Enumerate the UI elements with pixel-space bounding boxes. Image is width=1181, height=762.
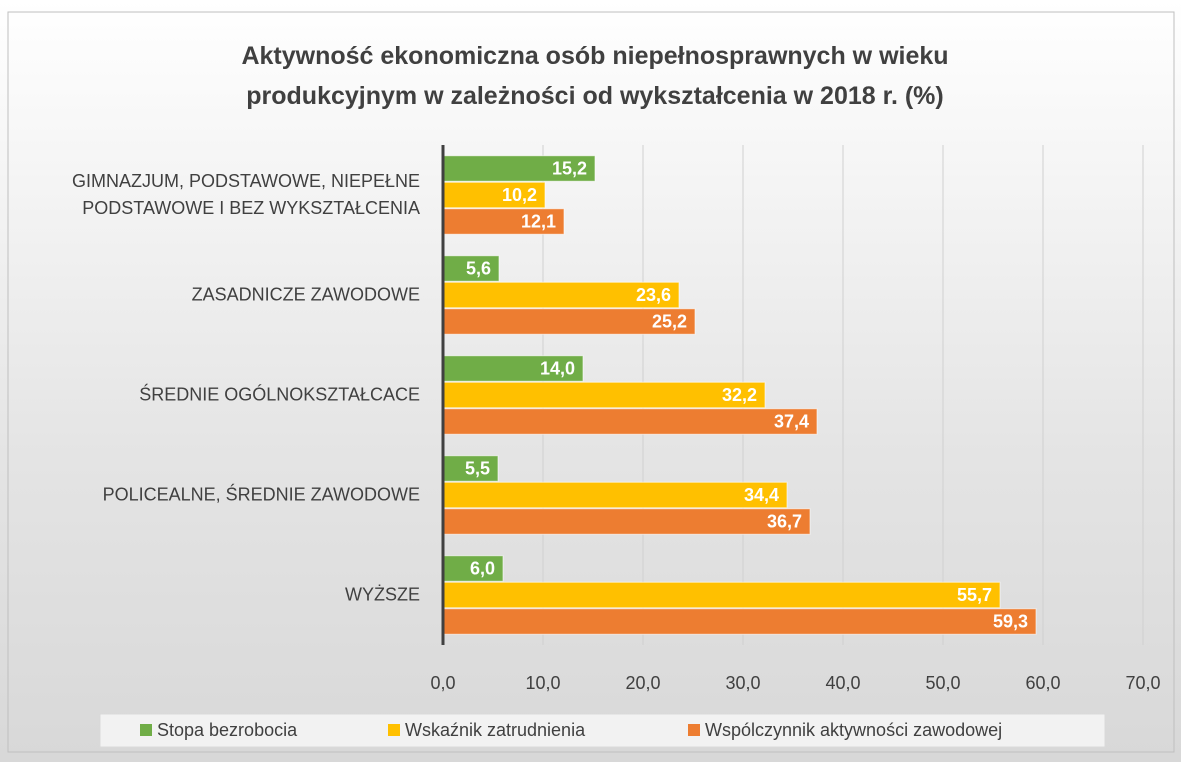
category-label: GIMNAZJUM, PODSTAWOWE, NIEPEŁNE PODSTAWO… xyxy=(71,171,420,218)
x-tick-label: 10,0 xyxy=(525,673,560,693)
bar xyxy=(442,608,1037,635)
data-label: 37,4 xyxy=(774,411,809,431)
x-tick-label: 50,0 xyxy=(925,673,960,693)
data-label: 14,0 xyxy=(540,358,575,378)
data-label: 34,4 xyxy=(744,485,779,505)
chart-frame xyxy=(7,11,1175,753)
data-label: 15,2 xyxy=(552,158,587,178)
data-label: 59,3 xyxy=(993,611,1028,631)
data-label: 12,1 xyxy=(521,211,556,231)
data-label: 6,0 xyxy=(470,558,495,578)
bar xyxy=(442,581,1001,609)
data-label: 55,7 xyxy=(957,585,992,605)
category-label: ZASADNICZE ZAWODOWE xyxy=(191,284,420,305)
bar xyxy=(442,355,584,382)
legend-label: Wspólczynnik aktywności zawodowej xyxy=(705,720,1002,740)
legend-swatch xyxy=(688,724,700,736)
bar xyxy=(442,281,680,309)
chart-title: Aktywność ekonomiczna osób niepełnospraw… xyxy=(241,42,949,110)
category-label: WYŻSZE xyxy=(345,584,420,605)
legend-label: Wskaźnik zatrudnienia xyxy=(405,720,586,740)
data-label: 5,5 xyxy=(465,458,490,478)
legend-swatch xyxy=(140,724,152,736)
category-label: POLICEALNE, ŚREDNIE ZAWODOWE xyxy=(102,484,420,505)
x-tick-label: 20,0 xyxy=(625,673,660,693)
legend-box xyxy=(99,713,1106,748)
bar xyxy=(442,555,504,582)
x-tick-label: 60,0 xyxy=(1025,673,1060,693)
x-tick-label: 70,0 xyxy=(1125,673,1160,693)
legend-swatch xyxy=(388,724,400,736)
x-tick-label: 40,0 xyxy=(825,673,860,693)
data-label: 25,2 xyxy=(652,311,687,331)
bar xyxy=(442,181,546,209)
x-tick-label: 0,0 xyxy=(430,673,455,693)
data-label: 32,2 xyxy=(722,385,757,405)
data-label: 23,6 xyxy=(636,285,671,305)
category-label: ŚREDNIE OGÓLNOKSZTAŁCACE xyxy=(139,384,420,405)
legend-label: Stopa bezrobocia xyxy=(157,720,298,740)
data-label: 10,2 xyxy=(502,185,537,205)
bar xyxy=(442,481,788,509)
bar xyxy=(442,508,811,535)
bar xyxy=(442,208,565,235)
data-label: 36,7 xyxy=(767,511,802,531)
bar xyxy=(442,381,766,409)
bar xyxy=(442,255,500,282)
data-label: 5,6 xyxy=(466,258,491,278)
x-tick-label: 30,0 xyxy=(725,673,760,693)
bar xyxy=(442,408,818,435)
